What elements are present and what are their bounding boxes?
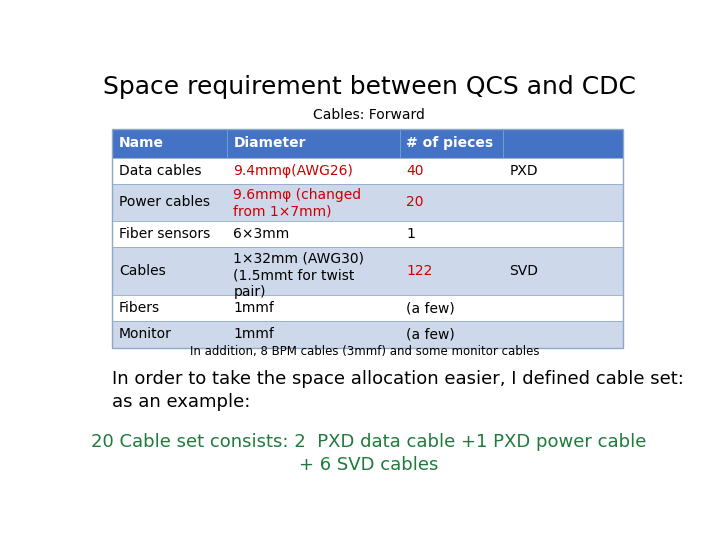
Text: 6×3mm: 6×3mm xyxy=(233,227,289,241)
Text: Fibers: Fibers xyxy=(119,301,160,315)
Text: (a few): (a few) xyxy=(406,301,455,315)
Text: PXD: PXD xyxy=(510,164,539,178)
Text: 1mmf: 1mmf xyxy=(233,327,274,341)
Text: In addition, 8 BPM cables (3mmf) and some monitor cables: In addition, 8 BPM cables (3mmf) and som… xyxy=(190,346,540,359)
Text: SVD: SVD xyxy=(510,264,539,278)
Text: Space requirement between QCS and CDC: Space requirement between QCS and CDC xyxy=(102,75,636,99)
Bar xyxy=(112,221,623,247)
Text: 1mmf: 1mmf xyxy=(233,301,274,315)
Text: 20: 20 xyxy=(406,195,424,210)
Bar xyxy=(112,184,623,221)
Bar xyxy=(112,129,623,348)
Text: 9.4mmφ(AWG26): 9.4mmφ(AWG26) xyxy=(233,164,354,178)
Text: Diameter: Diameter xyxy=(233,137,306,150)
Text: Cables: Forward: Cables: Forward xyxy=(313,109,425,123)
Text: 9.6mmφ (changed
from 1×7mm): 9.6mmφ (changed from 1×7mm) xyxy=(233,188,361,219)
Bar xyxy=(112,295,623,321)
Text: Power cables: Power cables xyxy=(119,195,210,210)
Text: 20 Cable set consists: 2  PXD data cable +1 PXD power cable
+ 6 SVD cables: 20 Cable set consists: 2 PXD data cable … xyxy=(91,433,647,474)
Text: 1: 1 xyxy=(406,227,415,241)
Bar xyxy=(112,321,623,348)
Text: (a few): (a few) xyxy=(406,327,455,341)
Text: In order to take the space allocation easier, I defined cable set:
as an example: In order to take the space allocation ea… xyxy=(112,370,684,411)
Text: Monitor: Monitor xyxy=(119,327,172,341)
Bar xyxy=(112,158,623,184)
Text: Name: Name xyxy=(119,137,164,150)
Bar xyxy=(112,129,623,158)
Text: Fiber sensors: Fiber sensors xyxy=(119,227,210,241)
Text: 40: 40 xyxy=(406,164,424,178)
Bar xyxy=(112,247,623,295)
Text: # of pieces: # of pieces xyxy=(406,137,493,150)
Text: Data cables: Data cables xyxy=(119,164,202,178)
Text: 1×32mm (AWG30)
(1.5mmt for twist
pair): 1×32mm (AWG30) (1.5mmt for twist pair) xyxy=(233,252,364,299)
Text: Cables: Cables xyxy=(119,264,166,278)
Text: 122: 122 xyxy=(406,264,433,278)
